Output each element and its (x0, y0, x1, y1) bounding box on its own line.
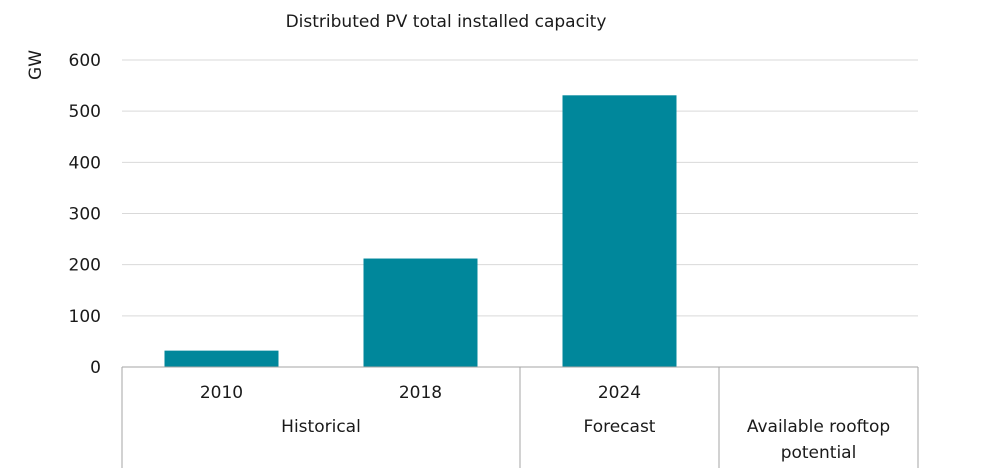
x-tick-label: 2018 (399, 383, 442, 403)
y-tick-label: 0 (90, 358, 101, 378)
group-label: Historical (281, 417, 361, 437)
bar-2024 (562, 95, 677, 368)
y-tick-label: 200 (69, 256, 101, 276)
y-tick-label: 600 (69, 51, 101, 71)
bar-2010 (164, 350, 279, 367)
y-tick-label: 300 (69, 205, 101, 225)
group-label: Available rooftop (747, 417, 890, 437)
bars (164, 95, 677, 368)
x-axis: 2010 2018 2024 Historical Forecast Available … (121, 366, 919, 468)
y-tick-label: 100 (69, 307, 101, 327)
group-label: Forecast (584, 417, 656, 437)
y-tick-label: 500 (69, 102, 101, 122)
group-label: potential (781, 443, 857, 463)
x-tick-label: 2024 (598, 383, 641, 403)
y-tick-labels: 0 100 200 300 400 500 600 (69, 51, 101, 378)
x-tick-label: 2010 (200, 383, 243, 403)
y-axis-label: GW (26, 50, 46, 80)
bar-2018 (363, 258, 478, 367)
chart-title: Distributed PV total installed capacity (286, 12, 607, 32)
y-tick-label: 400 (69, 153, 101, 173)
gridlines (122, 59, 918, 317)
